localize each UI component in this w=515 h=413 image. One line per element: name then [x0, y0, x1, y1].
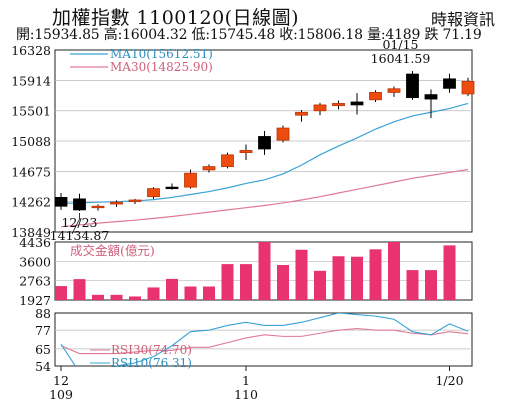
candle-body — [443, 78, 456, 89]
volume-bar — [314, 270, 326, 300]
volume-y-tick-label: 4436 — [19, 235, 51, 250]
price-y-tick-label: 15914 — [11, 73, 51, 88]
low-annotation-value: 14134.87 — [50, 228, 110, 243]
candle-body — [110, 201, 123, 205]
low-annotation-date: 12/23 — [61, 215, 97, 230]
volume-bar — [129, 296, 141, 300]
candle-body — [332, 103, 345, 107]
volume-panel-title: 成交金額(億元) — [70, 243, 155, 258]
volume-bar — [240, 264, 252, 300]
candle-body — [128, 199, 142, 202]
price-y-tick-label: 16328 — [11, 43, 51, 58]
rsi30-line — [60, 328, 469, 355]
rsi-y-tick-label: 54 — [35, 359, 51, 374]
candle-body — [54, 197, 68, 207]
ma30-legend-label: MA30(14825.90) — [110, 60, 213, 74]
candle-body — [221, 154, 234, 167]
volume-bar — [388, 242, 400, 300]
volume-bar — [332, 256, 345, 300]
ohlc-stats: 開:15934.85 高:16004.32 低:15745.48 收:15806… — [16, 27, 482, 43]
rsi10-legend-label: RSI10(76.31) — [111, 356, 192, 370]
volume-bar — [425, 270, 437, 300]
volume-bar — [351, 256, 363, 300]
x-tick-label: 1 — [242, 373, 250, 388]
candle-body — [350, 101, 364, 106]
rsi-y-tick-label: 65 — [35, 342, 51, 357]
price-y-tick-label: 14262 — [11, 195, 51, 210]
ma30-line — [60, 168, 469, 228]
volume-bar — [443, 245, 456, 300]
x-tick-sublabel: 110 — [234, 387, 258, 402]
rsi10-line — [60, 313, 469, 366]
volume-bar — [221, 264, 234, 300]
volume-bar — [295, 249, 308, 300]
volume-bar — [73, 279, 86, 300]
volume-bar — [147, 287, 160, 300]
volume-y-tick-label: 2763 — [19, 274, 51, 289]
candle-body — [202, 166, 216, 171]
candle-body — [387, 88, 401, 93]
price-y-tick-label: 15501 — [11, 104, 51, 119]
chart-title: 加權指數 1100120(日線圖) — [52, 7, 299, 29]
volume-bar — [406, 270, 419, 300]
candle-body — [73, 198, 86, 211]
candle-body — [295, 111, 308, 116]
rsi-y-tick-label: 77 — [35, 323, 51, 338]
volume-bar — [110, 294, 123, 300]
ma10-legend-label: MA10(15612.51) — [110, 47, 213, 61]
low-annotation-leader — [71, 218, 80, 235]
high-annotation-date: 01/15 — [382, 37, 418, 52]
price-y-tick-label: 13849 — [11, 225, 51, 240]
candle-body — [369, 92, 382, 101]
volume-bar — [277, 265, 289, 300]
volume-bar — [203, 286, 215, 300]
candle-body — [424, 94, 438, 100]
volume-bar — [92, 294, 104, 300]
volume-bar — [55, 286, 67, 300]
candle-body — [313, 104, 327, 112]
price-y-tick-label: 15088 — [11, 134, 51, 149]
volume-bar — [258, 242, 271, 300]
data-source: 時報資訊 — [430, 10, 495, 29]
x-tick-sublabel: 109 — [49, 387, 73, 402]
rsi-y-tick-label: 88 — [35, 306, 51, 321]
candle-body — [147, 188, 160, 198]
candle-body — [239, 150, 253, 154]
chart-header: 加權指數 1100120(日線圖) 時報資訊 開:15934.85 高:1600… — [0, 0, 515, 44]
volume-bar — [184, 286, 197, 300]
candle-body — [184, 172, 197, 188]
high-annotation-value: 16041.59 — [371, 51, 431, 66]
x-tick-label: 1/20 — [435, 373, 463, 388]
volume-bar — [369, 249, 382, 300]
candle-body — [276, 127, 290, 141]
candle-body — [406, 73, 419, 98]
volume-y-tick-label: 1927 — [19, 293, 51, 308]
volume-bar — [166, 278, 178, 300]
candle-body — [165, 186, 179, 190]
x-tick-label: 12 — [53, 373, 69, 388]
price-y-tick-label: 14675 — [11, 164, 51, 179]
rsi30-legend-label: RSI30(74.70) — [111, 343, 192, 357]
candle-body — [91, 205, 105, 209]
volume-y-tick-label: 3600 — [19, 254, 51, 269]
panel-frame-2 — [54, 312, 473, 367]
candle-body — [258, 136, 271, 150]
candle-body — [461, 81, 475, 95]
